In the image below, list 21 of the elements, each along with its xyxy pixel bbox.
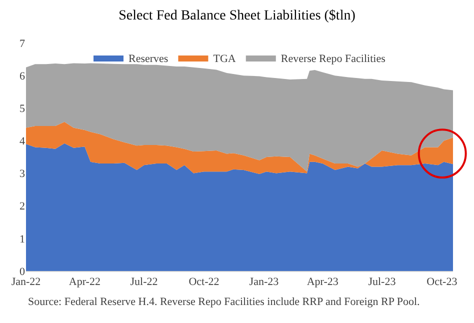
y-tick-label: 1 bbox=[20, 233, 25, 246]
y-tick-label: 2 bbox=[20, 200, 25, 213]
x-tick-label: Apr-23 bbox=[306, 276, 339, 288]
x-tick-label: Jul-23 bbox=[368, 276, 396, 288]
legend-label: Reverse Repo Facilities bbox=[280, 52, 386, 65]
legend-label: TGA bbox=[213, 52, 236, 65]
y-tick-label: 7 bbox=[20, 38, 26, 50]
x-tick-label: Oct-23 bbox=[426, 276, 458, 288]
y-tick-label: 0 bbox=[20, 266, 26, 278]
x-tick-label: Jan-22 bbox=[11, 276, 41, 288]
y-tick-label: 3 bbox=[20, 168, 26, 180]
y-tick-label: 4 bbox=[20, 136, 26, 148]
x-tick-label: Jan-23 bbox=[249, 276, 280, 288]
x-tick-label: Jul-22 bbox=[130, 276, 158, 288]
y-tick-label: 5 bbox=[20, 102, 26, 115]
chart-title: Select Fed Balance Sheet Liabilities ($tln) bbox=[118, 8, 356, 24]
source-note: Source: Federal Reserve H.4. Reverse Repo Facilities include RRP and Foreign RP Pool. bbox=[28, 296, 420, 308]
legend-label: Reserves bbox=[128, 52, 168, 65]
x-tick-label: Apr-22 bbox=[68, 276, 100, 288]
x-tick-label: Oct-22 bbox=[188, 276, 220, 288]
y-tick-label: 6 bbox=[20, 70, 26, 82]
